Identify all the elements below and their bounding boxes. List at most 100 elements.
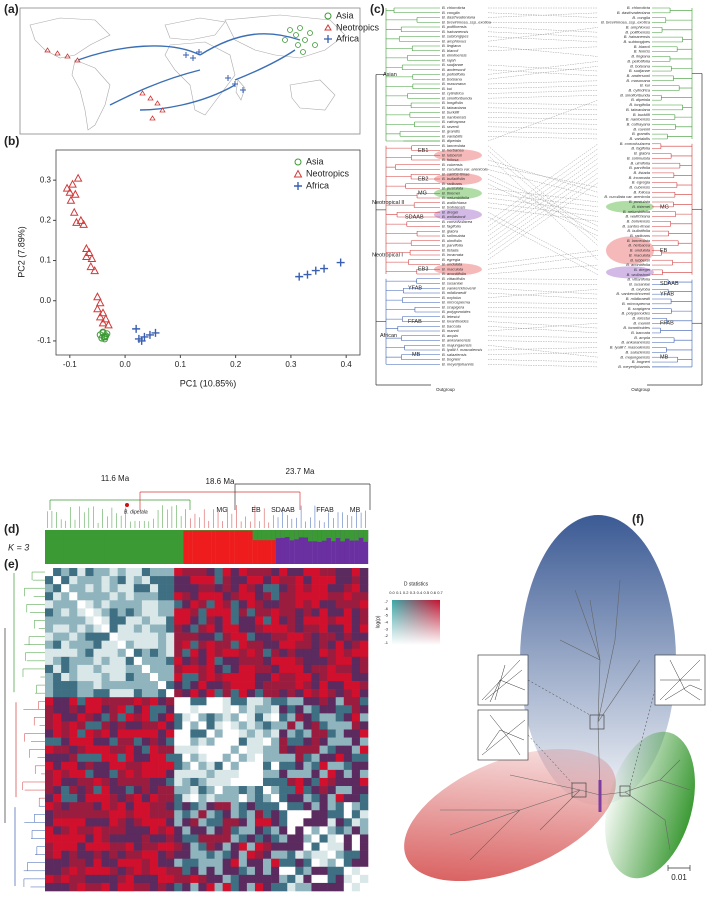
heat-cell (198, 705, 207, 714)
clade-label: SDAAB (660, 281, 679, 287)
heat-cell (190, 858, 199, 868)
heat-cell (335, 842, 345, 851)
heat-cell (214, 882, 223, 892)
admix-bar (224, 530, 230, 531)
heat-cell (85, 826, 94, 835)
heat-cell (149, 826, 159, 835)
heat-cell (335, 721, 345, 730)
heat-cell (287, 664, 296, 674)
heat-cell (61, 882, 70, 892)
admix-bar (354, 530, 359, 564)
heat-cell (327, 632, 336, 641)
link (487, 311, 599, 314)
heat-cell (190, 697, 199, 706)
heat-cell (263, 818, 272, 827)
heat-cell (198, 664, 207, 674)
heat-cell (149, 600, 159, 609)
link (487, 158, 599, 237)
admix-bar (151, 530, 156, 564)
heat-cell (351, 874, 361, 884)
heat-cell (206, 672, 215, 682)
heat-cell (263, 584, 272, 593)
heat-cell (61, 568, 70, 577)
heat-cell (295, 616, 304, 625)
heat-cell (271, 810, 280, 819)
heat-cell (335, 632, 345, 641)
admix-bar (280, 530, 286, 538)
heat-cell (263, 608, 272, 617)
heat-cell (351, 689, 361, 698)
heat-cell (303, 576, 312, 585)
heat-cell (246, 608, 256, 617)
heat-cell (238, 592, 248, 601)
heat-cell (295, 592, 304, 601)
heat-cell (222, 624, 232, 633)
heat-cell (238, 882, 248, 892)
heat-cell (182, 858, 191, 868)
heat-cell (85, 648, 94, 658)
heat-cell (311, 584, 320, 593)
heat-cell (61, 656, 70, 666)
heat-cell (198, 568, 207, 577)
heat-cell (69, 753, 78, 763)
heat-cell (238, 729, 248, 738)
admix-bar (77, 530, 83, 564)
heat-cell (319, 786, 328, 795)
highlight (606, 200, 654, 213)
heat-cell (117, 777, 127, 787)
heat-cell (222, 576, 232, 585)
tip-label: B. loranthoides (442, 319, 469, 324)
heat-cell (141, 737, 151, 746)
heat-cell (303, 794, 312, 803)
heat-cell (238, 745, 248, 755)
heat-cell (166, 777, 175, 787)
heat-cell (271, 721, 280, 730)
heat-cell (69, 874, 78, 884)
heat-cell (109, 697, 118, 706)
heat-cell (238, 616, 248, 625)
heat-cell (359, 810, 369, 819)
heat-cell (45, 882, 54, 892)
heat-cell (117, 648, 127, 658)
heat-cell (287, 592, 296, 601)
heat-cell (174, 632, 183, 641)
heat-cell (190, 777, 199, 787)
heat-cell (125, 689, 135, 698)
heat-cell (351, 721, 361, 730)
heat-cell (69, 705, 78, 714)
heat-cell (101, 729, 110, 738)
heat-cell (343, 745, 353, 755)
heat-cell (327, 777, 336, 787)
admix-bar (266, 530, 272, 541)
point (98, 308, 108, 317)
heat-cell (254, 794, 264, 803)
heat-cell (295, 705, 304, 714)
heat-cell (174, 818, 183, 827)
heat-cell (254, 882, 264, 892)
heat-cell (101, 648, 110, 658)
heat-cell (230, 753, 240, 763)
heat-cell (351, 786, 361, 795)
admix-bar (280, 530, 286, 564)
heat-cell (61, 705, 70, 714)
heat-cell (359, 769, 369, 779)
heat-cell (117, 697, 127, 706)
heat-cell (343, 794, 353, 803)
heat-cell (53, 600, 62, 609)
heat-cell (190, 648, 199, 658)
heat-cell (327, 689, 336, 698)
heat-cell (117, 632, 127, 641)
heat-cell (246, 826, 256, 835)
heat-cell (117, 729, 127, 738)
heat-cell (141, 858, 151, 868)
tip-label: B. variabilis (442, 133, 462, 138)
heat-cell (279, 689, 288, 698)
tip-label: B. undulata (630, 248, 651, 253)
heat-cell (279, 826, 288, 835)
tip-label: B. dipetala (442, 138, 462, 143)
tip-label: B. listada (634, 170, 651, 175)
heat-cell (190, 608, 199, 617)
tip-label: B. maculata (442, 266, 464, 271)
admix-bar (261, 530, 267, 541)
heat-cell (271, 705, 280, 714)
